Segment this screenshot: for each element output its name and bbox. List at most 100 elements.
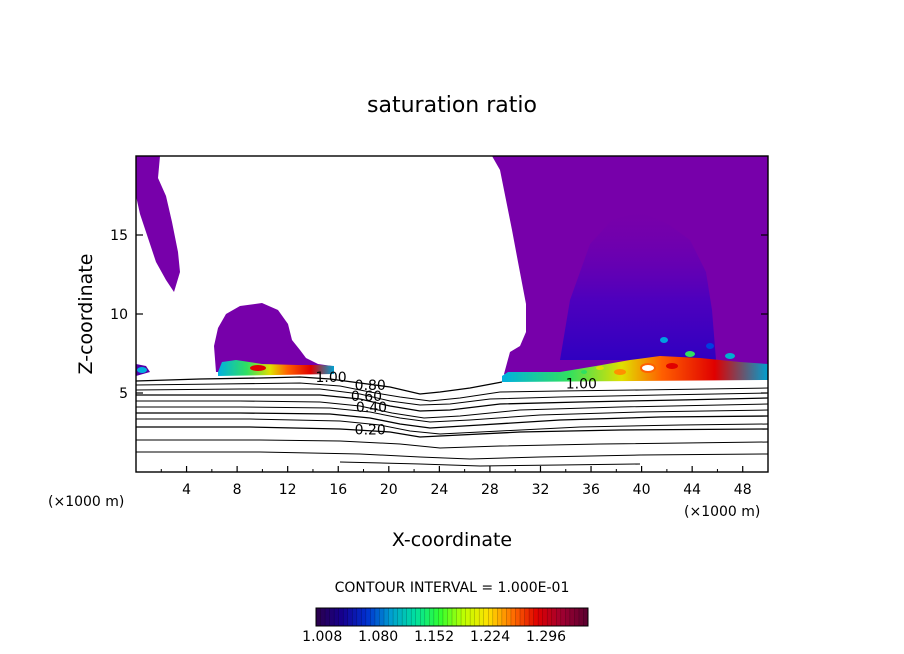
- colorbar-tick-label: 1.152: [414, 629, 454, 645]
- colorbar-swatch: [483, 608, 489, 626]
- colorbar-swatch: [433, 608, 439, 626]
- colorbar-swatch: [542, 608, 548, 626]
- colorbar-swatch: [497, 608, 503, 626]
- y-tick-label: 5: [119, 386, 128, 402]
- colorbar-swatch: [379, 608, 385, 626]
- contour-label: 0.60: [351, 389, 382, 405]
- colorbar-swatch: [578, 608, 584, 626]
- colorbar-swatch: [456, 608, 462, 626]
- colorbar-swatch: [452, 608, 457, 626]
- x-tick-label: 12: [279, 482, 297, 498]
- x-tick-label: 40: [633, 482, 651, 498]
- colorbar-swatch: [447, 608, 453, 626]
- y-axis-ticks: 5 10 15: [110, 228, 768, 402]
- colorbar-swatch: [556, 608, 562, 626]
- saturated-region-center-cloud: [214, 303, 332, 372]
- colorbar-swatch: [415, 608, 421, 626]
- colorbar-swatch: [352, 608, 358, 626]
- supersaturation-band-right: [502, 356, 768, 382]
- contour-label: 0.80: [355, 378, 386, 394]
- x-axis-ticks: 4 8 12 16 20 24 28 32 36 40 44 48: [160, 466, 752, 498]
- contour-lines: [136, 376, 768, 467]
- x-tick-label: 28: [481, 482, 499, 498]
- colorbar-swatch: [533, 608, 539, 626]
- colorbar-swatch: [347, 608, 353, 626]
- colorbar-swatch: [329, 608, 335, 626]
- colorbar-swatch: [370, 608, 376, 626]
- colorbar-swatch: [465, 608, 471, 626]
- colorbar-swatch: [506, 608, 512, 626]
- colorbar-swatch: [316, 608, 321, 626]
- supersaturation-cells: [137, 337, 735, 375]
- colorbar-swatch: [529, 608, 534, 626]
- contour-interval-text: CONTOUR INTERVAL = 1.000E-01: [335, 580, 570, 596]
- y-tick-label: 15: [110, 228, 128, 244]
- colorbar-swatch: [501, 608, 507, 626]
- x-axis-label: X-coordinate: [392, 529, 512, 551]
- colorbar-swatch: [393, 608, 398, 626]
- colorbar-swatch: [488, 608, 494, 626]
- colorbar-swatch: [402, 608, 408, 626]
- x-tick-label: 4: [182, 482, 191, 498]
- x-tick-label: 24: [430, 482, 448, 498]
- colorbar-tick-label: 1.296: [526, 629, 566, 645]
- x-tick-label: 16: [329, 482, 347, 498]
- colorbar-frame: [315, 607, 589, 627]
- colorbar-swatch: [560, 608, 566, 626]
- plot-area: [136, 156, 768, 467]
- colorbar-swatch: [442, 608, 448, 626]
- colorbar-tick-label: 1.008: [302, 629, 342, 645]
- colorbar-swatch: [361, 608, 367, 626]
- colorbar-swatch: [338, 608, 344, 626]
- colorbar-swatch: [397, 608, 403, 626]
- colorbar-swatch: [406, 608, 412, 626]
- colorbar-swatch: [569, 608, 575, 626]
- colorbar-tick-labels: 1.008 1.080 1.152 1.224 1.296: [302, 629, 566, 645]
- colorbar-swatch: [438, 608, 444, 626]
- x-tick-label: 32: [532, 482, 550, 498]
- x-tick-label: 44: [683, 482, 701, 498]
- colorbar-swatch: [388, 608, 394, 626]
- contour-labels: 1.00 0.800.600.40 0.20 1.00: [315, 370, 596, 438]
- colorbar-swatch: [374, 608, 380, 626]
- colorbar-swatch: [470, 608, 476, 626]
- x-tick-label: 48: [734, 482, 752, 498]
- supersaturation-band-left: [218, 360, 334, 376]
- colorbar-swatch: [565, 608, 571, 626]
- colorbar-swatch: [424, 608, 430, 626]
- x-unit-right: (×1000 m): [684, 504, 760, 520]
- colorbar-swatch: [325, 608, 330, 626]
- colorbar-swatch: [461, 608, 466, 626]
- dark-core-right: [560, 212, 716, 360]
- colorbar-swatch: [524, 608, 530, 626]
- contour-label: 1.00: [315, 370, 346, 386]
- colorbar-tick-label: 1.224: [470, 629, 510, 645]
- colorbar-swatch: [547, 608, 553, 626]
- colorbar-swatch: [365, 608, 371, 626]
- colorbar-swatch: [474, 608, 480, 626]
- colorbar-swatch: [479, 608, 485, 626]
- colorbar: [315, 607, 589, 627]
- colorbar-swatch: [492, 608, 498, 626]
- contour-label: 0.40: [356, 400, 387, 416]
- colorbar-swatch: [411, 608, 417, 626]
- colorbar-swatch: [574, 608, 580, 626]
- x-tick-label: 8: [233, 482, 242, 498]
- x-unit-left: (×1000 m): [48, 494, 124, 510]
- colorbar-swatch: [334, 608, 340, 626]
- colorbar-swatch: [510, 608, 516, 626]
- colorbar-swatch: [551, 608, 557, 626]
- contour-label: 0.20: [355, 422, 386, 438]
- chart-title: saturation ratio: [367, 93, 537, 118]
- colorbar-swatch: [520, 608, 525, 626]
- contour-label: 1.00: [566, 377, 597, 393]
- colorbar-swatch: [320, 608, 326, 626]
- y-axis-label: Z-coordinate: [75, 254, 97, 375]
- x-tick-label: 36: [582, 482, 600, 498]
- colorbar-swatch: [583, 608, 589, 626]
- colorbar-swatch: [515, 608, 521, 626]
- x-tick-label: 20: [380, 482, 398, 498]
- colorbar-swatch: [420, 608, 426, 626]
- colorbar-swatch: [343, 608, 349, 626]
